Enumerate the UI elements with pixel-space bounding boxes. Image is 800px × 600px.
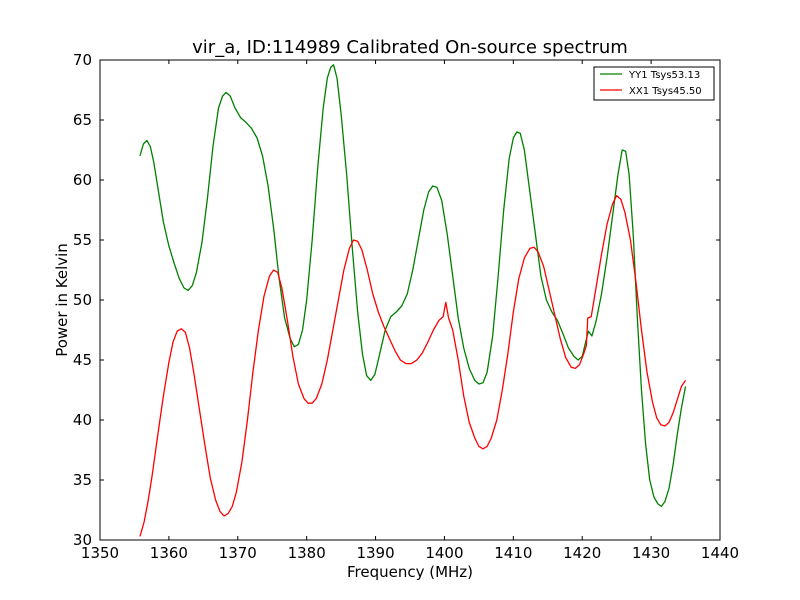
y-tick-label: 50 — [73, 291, 92, 309]
y-tick-label: 45 — [73, 351, 92, 369]
x-tick-label: 1360 — [150, 544, 188, 562]
plot-background — [100, 60, 720, 540]
legend: YY1 Tsys53.13 XX1 Tsys45.50 — [593, 66, 715, 101]
y-tick-label: 65 — [73, 111, 92, 129]
x-tick-label: 1430 — [632, 544, 670, 562]
series-layer — [139, 64, 687, 537]
y-tick-label: 35 — [73, 471, 92, 489]
x-tick-label: 1440 — [701, 544, 739, 562]
legend-label-xx1: XX1 Tsys45.50 — [629, 86, 702, 97]
tick-layer: 1350 1360 1370 1380 1390 1400 1410 1420 1430 1440… — [73, 51, 739, 562]
x-tick-label: 1400 — [425, 544, 463, 562]
x-tick-label: 1370 — [219, 544, 257, 562]
x-tick-label: 1420 — [563, 544, 601, 562]
y-tick-label: 70 — [73, 51, 92, 69]
y-axis-label: Power in Kelvin — [53, 243, 71, 357]
legend-box — [593, 66, 715, 101]
y-tick-label: 55 — [73, 231, 92, 249]
x-tick-label: 1390 — [356, 544, 394, 562]
plot-area: 1350 1360 1370 1380 1390 1400 1410 1420 1430 1440… — [73, 51, 739, 562]
x-tick-label: 1380 — [288, 544, 326, 562]
y-tick-label: 30 — [73, 531, 92, 549]
series-line-xx1 — [139, 194, 687, 537]
series-line-yy1 — [139, 64, 687, 508]
chart-title: vir_a, ID:114989 Calibrated On-source sp… — [192, 37, 628, 58]
x-tick-label: 1350 — [81, 544, 119, 562]
y-tick-label: 40 — [73, 411, 92, 429]
x-tick-label: 1410 — [494, 544, 532, 562]
x-axis-label: Frequency (MHz) — [347, 563, 473, 581]
y-tick-label: 60 — [73, 171, 92, 189]
legend-label-yy1: YY1 Tsys53.13 — [628, 70, 700, 81]
